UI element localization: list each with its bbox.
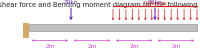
Text: 20kn: 20kn: [64, 0, 78, 5]
Text: Draw shear force and Bending moment diagram for the following beam:: Draw shear force and Bending moment diag…: [0, 2, 200, 8]
Text: 2m: 2m: [171, 44, 181, 49]
Text: 10kn/m: 10kn/m: [144, 0, 166, 5]
Text: 2m: 2m: [87, 44, 97, 49]
Text: 2m: 2m: [45, 44, 55, 49]
Bar: [29, 24, 197, 31]
Bar: [23, 23, 29, 38]
Text: 20kn: 20kn: [148, 0, 162, 5]
Text: 2m: 2m: [129, 44, 139, 49]
